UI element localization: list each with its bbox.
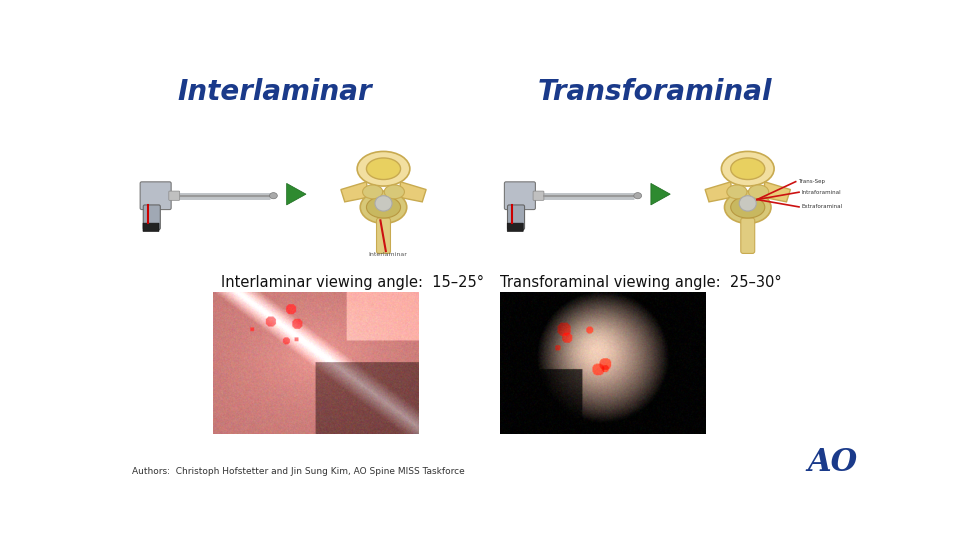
Ellipse shape xyxy=(749,185,769,199)
Ellipse shape xyxy=(731,158,765,179)
Text: Trans-Sep: Trans-Sep xyxy=(798,179,825,184)
Ellipse shape xyxy=(363,185,383,199)
Ellipse shape xyxy=(634,193,641,199)
Text: Extraforaminal: Extraforaminal xyxy=(802,205,843,210)
FancyBboxPatch shape xyxy=(508,205,524,229)
Text: Transforaminal viewing angle:  25–30°: Transforaminal viewing angle: 25–30° xyxy=(500,275,781,290)
Polygon shape xyxy=(399,182,426,202)
Ellipse shape xyxy=(360,191,407,224)
FancyBboxPatch shape xyxy=(507,223,523,231)
Text: Interlaminar: Interlaminar xyxy=(368,252,407,256)
Polygon shape xyxy=(287,184,306,205)
Text: Intraforaminal: Intraforaminal xyxy=(802,190,841,195)
Ellipse shape xyxy=(367,197,400,218)
FancyBboxPatch shape xyxy=(143,223,159,231)
Text: Interlaminar viewing angle:  15–25°: Interlaminar viewing angle: 15–25° xyxy=(221,275,484,290)
FancyBboxPatch shape xyxy=(143,205,160,229)
Ellipse shape xyxy=(739,195,756,211)
Ellipse shape xyxy=(731,197,765,218)
Ellipse shape xyxy=(384,185,404,199)
FancyBboxPatch shape xyxy=(169,191,180,200)
FancyBboxPatch shape xyxy=(140,182,171,210)
Ellipse shape xyxy=(270,193,277,199)
Text: Authors:  Christoph Hofstetter and Jin Sung Kim, AO Spine MISS Taskforce: Authors: Christoph Hofstetter and Jin Su… xyxy=(132,467,465,476)
Text: AO: AO xyxy=(808,447,858,477)
Ellipse shape xyxy=(721,151,774,186)
FancyBboxPatch shape xyxy=(376,218,391,253)
Ellipse shape xyxy=(367,158,400,179)
Ellipse shape xyxy=(357,151,410,186)
Text: Interlaminar: Interlaminar xyxy=(178,78,372,106)
Text: Transforaminal: Transforaminal xyxy=(538,78,772,106)
FancyBboxPatch shape xyxy=(504,182,536,210)
Ellipse shape xyxy=(727,185,747,199)
FancyBboxPatch shape xyxy=(741,218,755,253)
Polygon shape xyxy=(706,182,732,202)
Polygon shape xyxy=(763,182,790,202)
Polygon shape xyxy=(651,184,670,205)
Ellipse shape xyxy=(375,195,392,211)
Ellipse shape xyxy=(725,191,771,224)
Polygon shape xyxy=(341,182,368,202)
FancyBboxPatch shape xyxy=(533,191,544,200)
